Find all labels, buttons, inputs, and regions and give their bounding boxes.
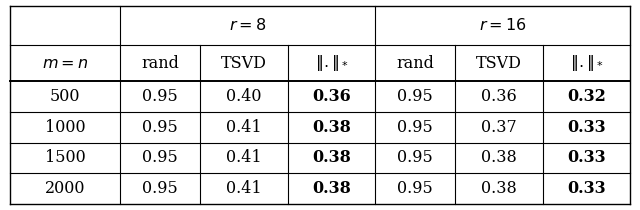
Text: 0.95: 0.95: [397, 180, 433, 197]
Text: 2000: 2000: [45, 180, 85, 197]
Text: 0.41: 0.41: [227, 180, 262, 197]
Text: 0.38: 0.38: [481, 180, 517, 197]
Text: 0.95: 0.95: [397, 88, 433, 105]
Text: 0.33: 0.33: [567, 149, 606, 166]
Text: 0.38: 0.38: [312, 180, 351, 197]
Text: 0.38: 0.38: [312, 149, 351, 166]
Text: rand: rand: [396, 55, 435, 72]
Text: $\|{.}\|_*$: $\|{.}\|_*$: [315, 53, 349, 73]
Text: 0.95: 0.95: [397, 149, 433, 166]
Text: $r = 16$: $r = 16$: [479, 17, 527, 34]
Text: 0.33: 0.33: [567, 119, 606, 136]
Text: $r = 8$: $r = 8$: [229, 17, 266, 34]
Text: 0.33: 0.33: [567, 180, 606, 197]
Text: 0.38: 0.38: [481, 149, 517, 166]
Text: TSVD: TSVD: [221, 55, 267, 72]
Text: 0.95: 0.95: [397, 119, 433, 136]
Text: $\|{.}\|_*$: $\|{.}\|_*$: [570, 53, 604, 73]
Text: 1500: 1500: [45, 149, 85, 166]
Text: rand: rand: [141, 55, 179, 72]
Text: 0.38: 0.38: [312, 119, 351, 136]
Text: 0.37: 0.37: [481, 119, 517, 136]
Text: 0.36: 0.36: [312, 88, 351, 105]
Text: TSVD: TSVD: [476, 55, 522, 72]
Text: 0.40: 0.40: [227, 88, 262, 105]
Text: 0.95: 0.95: [143, 149, 178, 166]
Text: 0.36: 0.36: [481, 88, 517, 105]
Text: 0.95: 0.95: [143, 119, 178, 136]
Text: $m = n$: $m = n$: [42, 55, 88, 72]
Text: 1000: 1000: [45, 119, 85, 136]
Text: 0.95: 0.95: [143, 88, 178, 105]
Text: 0.32: 0.32: [567, 88, 606, 105]
Text: 0.41: 0.41: [227, 149, 262, 166]
Text: 0.41: 0.41: [227, 119, 262, 136]
Text: 500: 500: [50, 88, 80, 105]
Text: 0.95: 0.95: [143, 180, 178, 197]
